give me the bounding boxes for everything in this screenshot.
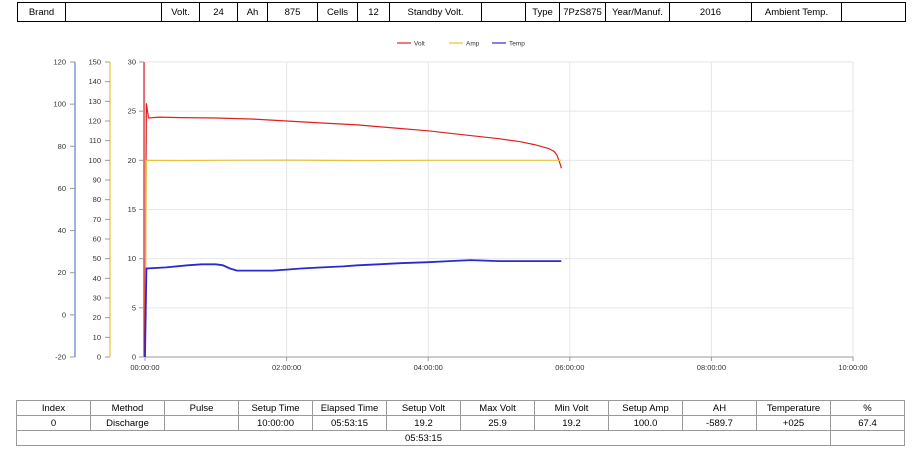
y-tick-label: 30 [128, 58, 136, 67]
col-header: % [830, 400, 905, 416]
y-tick-label: 100 [53, 100, 66, 109]
standby-volt-value [481, 2, 526, 22]
y-tick-label: 30 [93, 294, 101, 303]
legend-label: Temp [509, 41, 525, 48]
table-cell [164, 415, 239, 431]
table-cell: +025 [756, 415, 831, 431]
y-tick-label: 0 [132, 353, 136, 362]
table-cell: 25.9 [460, 415, 535, 431]
series-line-volt [144, 103, 562, 358]
y-tick-label: 70 [93, 215, 101, 224]
cells-label: Cells [317, 2, 358, 22]
x-tick-label: 08:00:00 [697, 363, 726, 372]
chart-axes: 120100806040200-201501401301201101009080… [53, 58, 867, 373]
x-tick-label: 00:00:00 [130, 363, 159, 372]
ambient-temp-label: Ambient Temp. [751, 2, 842, 22]
col-header: Elapsed Time [312, 400, 387, 416]
y-tick-label: 120 [53, 58, 66, 67]
y-tick-label: 20 [128, 156, 136, 165]
col-header: Min Volt [534, 400, 609, 416]
year-manuf-label: Year/Manuf. [605, 2, 670, 22]
standby-volt-label: Standby Volt. [389, 2, 482, 22]
table-cell: 0 [16, 415, 91, 431]
type-value: 7PzS875 [559, 2, 606, 22]
table-cell: 100.0 [608, 415, 683, 431]
results-header-row: Index Method Pulse Setup Time Elapsed Ti… [16, 400, 905, 416]
col-header: Setup Volt [386, 400, 461, 416]
year-manuf-value: 2016 [669, 2, 752, 22]
y-tick-label: 80 [93, 195, 101, 204]
brand-label: Brand [17, 2, 66, 22]
y-tick-label: 100 [88, 156, 101, 165]
chart-grid [144, 61, 854, 358]
col-header: Max Volt [460, 400, 535, 416]
y-tick-label: 10 [93, 333, 101, 342]
table-row: 0 Discharge 10:00:00 05:53:15 19.2 25.9 … [16, 415, 905, 431]
col-header: Index [16, 400, 91, 416]
y-tick-label: 60 [58, 184, 66, 193]
battery-info-table: Brand Volt. 24 Ah 875 Cells 12 Standby V… [17, 2, 906, 22]
ambient-temp-value [841, 2, 906, 22]
y-tick-label: 0 [97, 353, 101, 362]
y-tick-label: 40 [58, 226, 66, 235]
ah-value: 875 [267, 2, 318, 22]
col-header: Pulse [164, 400, 239, 416]
y-tick-label: 10 [128, 254, 136, 263]
table-cell: Discharge [90, 415, 165, 431]
discharge-chart: Volt Amp Temp 120100806040200-201501401301… [53, 41, 867, 373]
y-tick-label: 120 [88, 117, 101, 126]
volt-label: Volt. [161, 2, 200, 22]
x-tick-label: 06:00:00 [555, 363, 584, 372]
x-tick-label: 02:00:00 [272, 363, 301, 372]
table-cell: 05:53:15 [312, 415, 387, 431]
ah-label: Ah [237, 2, 268, 22]
footer-empty-cell [830, 430, 905, 446]
y-tick-label: 20 [58, 268, 66, 277]
legend-label: Volt [414, 41, 425, 48]
cells-value: 12 [357, 2, 390, 22]
table-cell: 67.4 [830, 415, 905, 431]
y-tick-label: 60 [93, 235, 101, 244]
col-header: AH [682, 400, 757, 416]
table-cell: 19.2 [534, 415, 609, 431]
brand-value [65, 2, 162, 22]
chart-series [144, 103, 562, 358]
y-tick-label: -20 [55, 353, 66, 362]
y-tick-label: 140 [88, 77, 101, 86]
col-header: Temperature [756, 400, 831, 416]
table-cell: 10:00:00 [238, 415, 313, 431]
y-tick-label: 40 [93, 274, 101, 283]
y-tick-label: 0 [62, 310, 66, 319]
y-tick-label: 80 [58, 142, 66, 151]
chart-legend: Volt Amp Temp [397, 41, 525, 48]
volt-value: 24 [199, 2, 238, 22]
series-line-temp [144, 259, 562, 358]
legend-label: Amp [466, 41, 480, 48]
y-tick-label: 20 [93, 313, 101, 322]
series-line-amp [144, 159, 562, 358]
y-tick-label: 5 [132, 303, 136, 312]
col-header: Setup Time [238, 400, 313, 416]
col-header: Setup Amp [608, 400, 683, 416]
y-tick-label: 150 [88, 58, 101, 67]
total-elapsed-time: 05:53:15 [16, 430, 831, 446]
y-tick-label: 110 [89, 136, 101, 145]
y-tick-label: 25 [128, 107, 136, 116]
x-tick-label: 04:00:00 [414, 363, 443, 372]
y-tick-label: 90 [93, 176, 101, 185]
y-tick-label: 15 [128, 205, 136, 214]
table-cell: -589.7 [682, 415, 757, 431]
col-header: Method [90, 400, 165, 416]
x-tick-label: 10:00:00 [838, 363, 867, 372]
y-tick-label: 130 [88, 97, 101, 106]
y-tick-label: 50 [93, 254, 101, 263]
results-footer-row: 05:53:15 [16, 430, 905, 446]
type-label: Type [525, 2, 560, 22]
table-cell: 19.2 [386, 415, 461, 431]
results-table: Index Method Pulse Setup Time Elapsed Ti… [16, 400, 905, 446]
